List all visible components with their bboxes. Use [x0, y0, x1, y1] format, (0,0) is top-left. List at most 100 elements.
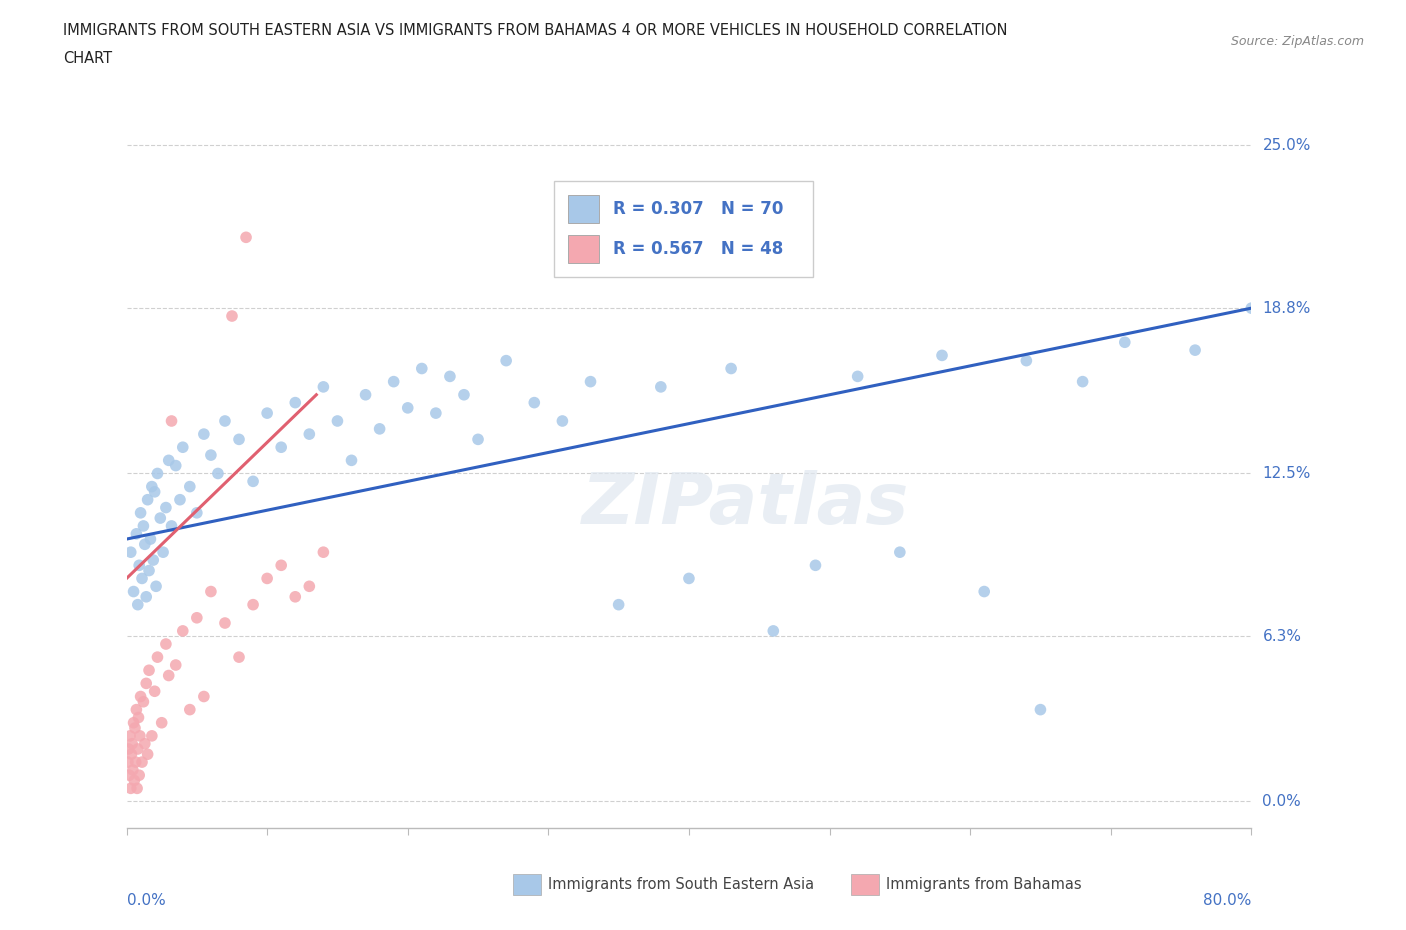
Point [134, 737, 156, 751]
Text: 80.0%: 80.0% [1204, 894, 1251, 909]
Point [200, 447, 222, 462]
Point [135, 590, 157, 604]
Point [720, 361, 742, 376]
Text: Immigrants from Bahamas: Immigrants from Bahamas [886, 877, 1081, 892]
Text: 12.5%: 12.5% [1263, 466, 1310, 481]
Point [846, 369, 869, 384]
Point [118, 728, 141, 743]
Point [128, 768, 150, 783]
Point [117, 754, 139, 769]
Point [125, 526, 148, 541]
Text: 6.3%: 6.3% [1263, 629, 1302, 644]
Point [326, 414, 349, 429]
Text: 25.0%: 25.0% [1263, 138, 1310, 153]
Text: Immigrants from South Eastern Asia: Immigrants from South Eastern Asia [548, 877, 814, 892]
Point [193, 689, 215, 704]
Point [139, 532, 162, 547]
Point [143, 485, 166, 499]
Point [889, 545, 911, 560]
Point [118, 741, 141, 756]
Point [169, 492, 191, 507]
Point [157, 453, 180, 468]
Point [127, 597, 149, 612]
Point [128, 558, 150, 573]
Point [256, 571, 278, 586]
Point [127, 741, 149, 756]
Point [354, 387, 377, 402]
Point [131, 754, 153, 769]
Point [124, 721, 146, 736]
Point [132, 695, 155, 710]
Point [118, 768, 141, 783]
Point [312, 545, 335, 560]
Point [298, 427, 321, 442]
Point [235, 230, 257, 245]
Point [242, 597, 264, 612]
Point [165, 458, 187, 473]
Point [120, 747, 143, 762]
Point [214, 414, 236, 429]
Point [411, 361, 433, 376]
Point [1114, 335, 1136, 350]
Point [127, 711, 149, 725]
Point [129, 505, 152, 520]
Point [135, 676, 157, 691]
Point [678, 571, 700, 586]
Point [467, 432, 489, 446]
Point [186, 505, 208, 520]
Point [650, 379, 672, 394]
Point [298, 578, 321, 593]
Point [425, 405, 447, 420]
Text: 0.0%: 0.0% [127, 894, 166, 909]
Point [523, 395, 546, 410]
Text: Source: ZipAtlas.com: Source: ZipAtlas.com [1230, 35, 1364, 48]
Point [1029, 702, 1052, 717]
Point [179, 702, 201, 717]
Point [134, 537, 156, 551]
Point [193, 427, 215, 442]
Point [149, 511, 172, 525]
Text: IMMIGRANTS FROM SOUTH EASTERN ASIA VS IMMIGRANTS FROM BAHAMAS 4 OR MORE VEHICLES: IMMIGRANTS FROM SOUTH EASTERN ASIA VS IM… [63, 23, 1008, 38]
Point [228, 650, 250, 665]
Point [138, 564, 160, 578]
Point [143, 684, 166, 698]
Point [172, 440, 194, 455]
Point [121, 763, 145, 777]
Point [132, 519, 155, 534]
Point [172, 623, 194, 638]
Point [453, 387, 475, 402]
Point [1071, 374, 1094, 389]
Point [579, 374, 602, 389]
Point [340, 453, 363, 468]
Point [129, 728, 152, 743]
Point [312, 379, 335, 394]
Point [127, 781, 148, 796]
Point [157, 668, 180, 683]
Point [165, 658, 187, 672]
Point [270, 440, 292, 455]
Point [125, 702, 148, 717]
Text: ZIPatlas: ZIPatlas [582, 470, 908, 538]
Text: CHART: CHART [63, 51, 112, 66]
Point [120, 781, 142, 796]
Point [495, 353, 517, 368]
Text: R = 0.307   N = 70: R = 0.307 N = 70 [613, 200, 783, 219]
Point [200, 584, 222, 599]
Point [160, 519, 183, 534]
Point [122, 715, 145, 730]
Point [179, 479, 201, 494]
Point [129, 689, 152, 704]
Point [121, 737, 143, 751]
Point [284, 590, 307, 604]
Point [368, 421, 391, 436]
Point [186, 610, 208, 625]
Point [607, 597, 630, 612]
Point [155, 500, 177, 515]
Point [136, 492, 159, 507]
Text: 18.8%: 18.8% [1263, 300, 1310, 315]
Point [152, 545, 174, 560]
Point [284, 395, 307, 410]
Point [270, 558, 292, 573]
Point [124, 754, 148, 769]
Point [551, 414, 574, 429]
